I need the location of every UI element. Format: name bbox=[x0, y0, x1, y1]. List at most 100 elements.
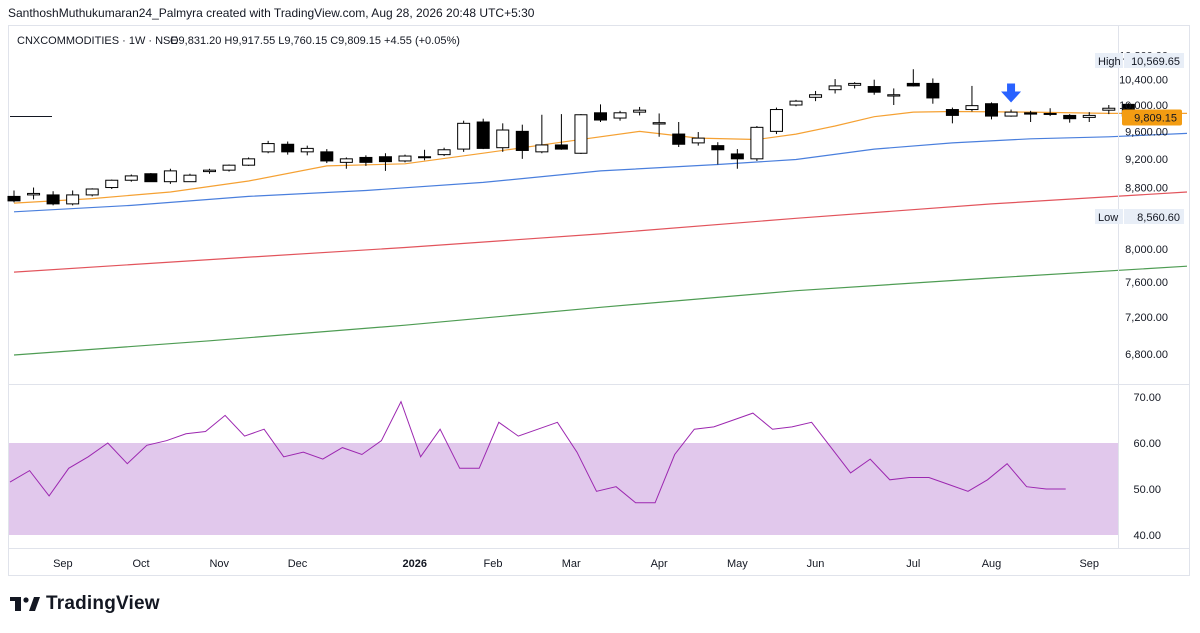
candle bbox=[750, 125, 764, 161]
high-marker: High 10,569.65 bbox=[1095, 53, 1184, 68]
candle bbox=[848, 82, 862, 89]
candle-body-up bbox=[163, 170, 177, 183]
candle bbox=[261, 140, 275, 154]
candle bbox=[46, 191, 60, 206]
chart-frame[interactable] bbox=[8, 25, 1190, 576]
candle bbox=[1082, 112, 1096, 123]
candle-body-up bbox=[1102, 107, 1116, 111]
axes: 6,800.007,200.007,600.008,000.008,400.00… bbox=[9, 26, 1190, 570]
candle-body-up bbox=[124, 175, 138, 181]
candle bbox=[906, 69, 920, 87]
candle bbox=[652, 113, 666, 137]
price-tick-label: 10,000.00 bbox=[1119, 100, 1168, 112]
time-tick-label: Aug bbox=[982, 558, 1002, 570]
candle bbox=[144, 173, 158, 183]
candle bbox=[672, 122, 686, 148]
time-tick-label: May bbox=[727, 558, 748, 570]
legend-symbol[interactable]: CNXCOMMODITIES · 1W · NSE bbox=[17, 35, 178, 47]
candle bbox=[1043, 108, 1057, 117]
candle-body-up bbox=[496, 129, 510, 149]
candle bbox=[769, 107, 783, 135]
candle-body-up bbox=[222, 164, 236, 171]
time-tick-label: Sep bbox=[53, 558, 73, 570]
candle-body-up bbox=[789, 100, 803, 106]
candle bbox=[85, 188, 99, 197]
candle-body-down bbox=[867, 86, 881, 93]
candle bbox=[887, 88, 901, 105]
candle-body-up bbox=[242, 158, 256, 166]
high-marker-tag: High bbox=[1098, 56, 1121, 68]
candle-body-up bbox=[437, 149, 451, 156]
candle-body-up bbox=[203, 169, 216, 173]
candle-body-up bbox=[105, 179, 119, 189]
candle-body-up bbox=[1004, 111, 1018, 117]
time-tick-label: Jul bbox=[906, 558, 920, 570]
candle bbox=[867, 79, 881, 95]
candle-body-down bbox=[1063, 114, 1077, 120]
candle-body-up bbox=[965, 105, 979, 111]
price-tick-label: 7,200.00 bbox=[1125, 312, 1168, 324]
ma-line-orange bbox=[13, 110, 1187, 204]
candle-body-up bbox=[691, 137, 705, 144]
price-pane bbox=[7, 69, 1188, 356]
candle bbox=[7, 190, 21, 203]
ma-line-blue bbox=[13, 132, 1188, 213]
candle-body-up bbox=[27, 192, 41, 196]
candle bbox=[163, 168, 177, 184]
candle-body-down bbox=[476, 121, 490, 149]
candle-body-up bbox=[398, 155, 412, 162]
candle-body-up bbox=[300, 147, 314, 153]
candle bbox=[320, 149, 334, 164]
candle-body-down bbox=[985, 103, 998, 117]
candle-body-down bbox=[945, 109, 959, 116]
low-marker-tag: Low bbox=[1098, 212, 1118, 224]
candle bbox=[965, 85, 979, 112]
candle-body-down bbox=[378, 156, 392, 163]
candle bbox=[66, 190, 80, 206]
tradingview-logo-icon bbox=[10, 597, 40, 611]
time-tick-label: Mar bbox=[562, 558, 581, 570]
high-marker-value: 10,569.65 bbox=[1131, 56, 1180, 68]
candle-body-up bbox=[828, 85, 842, 91]
low-marker-tag-bg bbox=[1095, 209, 1123, 224]
candle bbox=[535, 114, 549, 154]
tradingview-logo[interactable]: TradingView bbox=[10, 593, 160, 615]
candle-body-up bbox=[261, 143, 275, 153]
candle-body-up bbox=[535, 144, 549, 153]
candle-body-down bbox=[906, 82, 920, 87]
candle-body-down bbox=[711, 145, 725, 151]
candle bbox=[515, 124, 529, 159]
rsi-line bbox=[9, 400, 1066, 504]
candle bbox=[203, 168, 216, 174]
time-tick-label: Sep bbox=[1079, 558, 1099, 570]
rsi-band bbox=[9, 443, 1118, 535]
candle bbox=[945, 107, 959, 124]
candle bbox=[339, 157, 353, 169]
last-price-tag bbox=[1122, 109, 1182, 126]
candle-body-up bbox=[1082, 114, 1096, 118]
candle-body-down bbox=[515, 130, 529, 151]
candle-body-up bbox=[339, 158, 353, 163]
high-marker-tag-bg bbox=[1095, 53, 1123, 68]
candle bbox=[1024, 110, 1038, 123]
time-tick-label: Feb bbox=[483, 558, 502, 570]
candle bbox=[789, 99, 803, 107]
candle bbox=[398, 154, 412, 163]
candle-body-up bbox=[848, 82, 862, 86]
candle-body-up bbox=[66, 194, 80, 205]
ma-line-red bbox=[13, 191, 1188, 273]
time-tick-label: 2026 bbox=[403, 558, 427, 570]
candle bbox=[457, 120, 471, 152]
price-tick-label: 9,600.00 bbox=[1125, 126, 1168, 138]
candle-body-up bbox=[633, 109, 647, 113]
candle-body-down bbox=[320, 151, 334, 162]
candle bbox=[496, 123, 510, 152]
time-tick-label: Dec bbox=[288, 558, 308, 570]
candle-body-down bbox=[359, 156, 373, 163]
candle bbox=[828, 79, 842, 94]
candle-body-up bbox=[1043, 112, 1057, 115]
candle-body-down bbox=[7, 195, 21, 202]
candle-body-down bbox=[554, 144, 568, 150]
candle bbox=[613, 110, 627, 121]
